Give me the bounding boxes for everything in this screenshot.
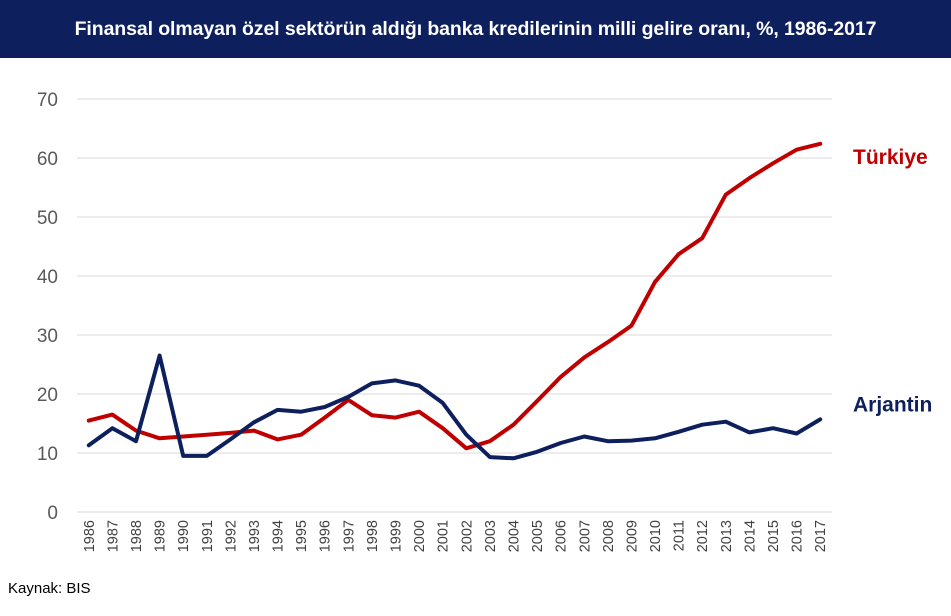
x-tick-label: 2002	[459, 520, 475, 552]
x-tick-label: 2008	[601, 520, 617, 552]
x-tick-label: 1991	[200, 520, 216, 552]
x-tick-label: 1995	[294, 520, 310, 552]
x-tick-label: 2013	[719, 520, 735, 552]
series-label: Türkiye	[853, 146, 928, 169]
series-line-t-rkiye	[86, 141, 823, 451]
x-tick-label: 1993	[247, 520, 263, 552]
chart-title-bar: Finansal olmayan özel sektörün aldığı ba…	[0, 0, 951, 58]
x-tick-label: 1987	[105, 520, 121, 552]
x-tick-label: 2016	[790, 520, 806, 552]
y-tick-label: 70	[37, 90, 58, 111]
x-tick-label: 2006	[554, 520, 570, 552]
x-tick-label: 1989	[153, 520, 169, 552]
chart-title: Finansal olmayan özel sektörün aldığı ba…	[74, 17, 877, 40]
x-tick-label: 1988	[129, 520, 145, 552]
series-lines	[86, 141, 823, 461]
series-line-arjantin	[86, 353, 823, 461]
x-tick-label: 2000	[412, 520, 428, 552]
x-tick-label: 2007	[577, 520, 593, 552]
y-tick-label: 10	[37, 444, 58, 465]
x-tick-label: 1994	[271, 520, 287, 552]
x-tick-label: 1992	[223, 520, 239, 552]
x-tick-label: 2011	[672, 520, 688, 551]
y-tick-label: 20	[37, 385, 58, 406]
y-tick-label: 50	[37, 208, 58, 229]
x-tick-label: 2010	[648, 520, 664, 552]
x-tick-label: 2004	[506, 520, 522, 552]
x-tick-label: 2009	[624, 520, 640, 552]
y-tick-label: 60	[37, 149, 58, 170]
y-tick-label: 30	[37, 326, 58, 347]
x-tick-label: 1997	[341, 520, 357, 552]
y-axis-ticks: 0 10 20 30 40 50 60 70	[37, 90, 58, 524]
x-axis-ticks: 1986 1987 1988 1989 1990 1991 1992 1993 1994 1995…	[82, 520, 829, 552]
x-tick-label: 1998	[365, 520, 381, 552]
x-tick-label: 1990	[176, 520, 192, 552]
gridlines	[77, 98, 832, 454]
line-chart: 0 10 20 30 40 50 60 70 1986 1987 1988 1989 1990 1991…	[37, 90, 932, 552]
y-tick-label: 40	[37, 267, 58, 288]
x-tick-label: 2001	[436, 520, 452, 552]
x-tick-label: 2014	[742, 520, 758, 552]
y-tick-label: 0	[47, 503, 58, 524]
x-tick-label: 1996	[318, 520, 334, 552]
x-tick-label: 2005	[530, 520, 546, 552]
x-tick-label: 2012	[695, 520, 711, 552]
x-tick-label: 1986	[82, 520, 98, 552]
x-tick-label: 2015	[766, 520, 782, 552]
x-tick-label: 1999	[389, 520, 405, 552]
x-tick-label: 2003	[483, 520, 499, 552]
source-note: Kaynak: BIS	[8, 580, 91, 597]
series-labels: Türkiye Arjantin	[853, 146, 932, 417]
series-label: Arjantin	[853, 393, 932, 416]
x-tick-label: 2017	[813, 520, 829, 552]
